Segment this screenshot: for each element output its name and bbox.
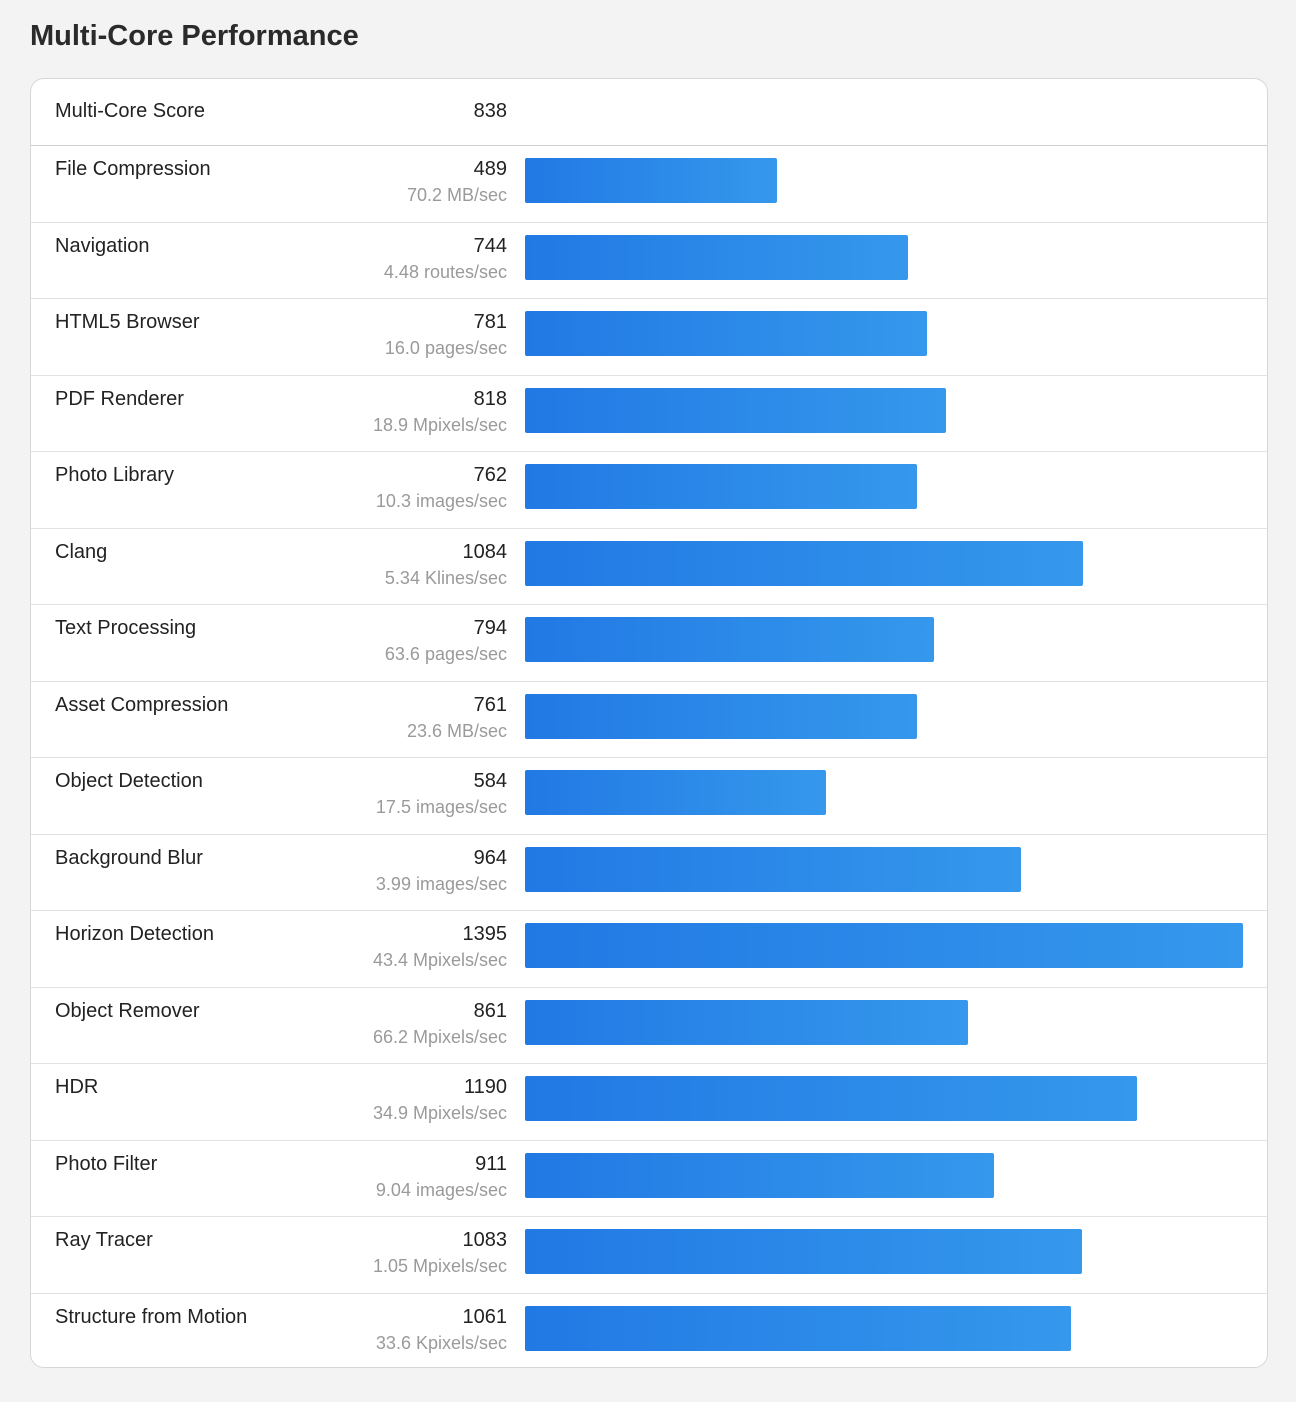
page-title: Multi-Core Performance: [30, 20, 359, 52]
benchmark-score: 794: [473, 617, 507, 639]
benchmark-score: 781: [473, 311, 507, 333]
score-bar: [525, 541, 1083, 586]
benchmark-name: Ray Tracer: [55, 1229, 153, 1251]
benchmark-name: File Compression: [55, 158, 211, 180]
benchmark-name: Text Processing: [55, 617, 197, 639]
benchmark-rate: 3.99 images/sec: [375, 874, 507, 894]
score-bar: [525, 388, 946, 433]
table-row: Photo Library 762 10.3 images/sec: [31, 452, 1267, 529]
benchmark-score: 964: [473, 847, 507, 869]
benchmark-rate: 10.3 images/sec: [375, 491, 507, 511]
score-bar: [525, 1229, 1082, 1274]
benchmark-score: 584: [473, 770, 507, 792]
benchmark-rate: 9.04 images/sec: [375, 1180, 507, 1200]
benchmark-score: 1190: [463, 1076, 507, 1098]
benchmark-name: HDR: [55, 1076, 99, 1098]
results-card: Multi-Core Score 838 File Compression 489…: [30, 78, 1268, 1368]
table-row: Object Remover 861 66.2 Mpixels/sec: [31, 988, 1267, 1064]
benchmark-score: 818: [473, 388, 507, 410]
summary-label: Multi-Core Score: [55, 100, 206, 122]
score-bar: [525, 158, 777, 203]
score-bar: [525, 617, 934, 662]
benchmark-score: 1395: [462, 923, 508, 945]
score-bar: [525, 847, 1021, 892]
summary-row: Multi-Core Score 838: [31, 79, 1267, 146]
benchmark-score: 761: [473, 694, 507, 716]
score-bar: [525, 311, 927, 356]
benchmark-name: Object Detection: [55, 770, 203, 792]
benchmark-name: Photo Library: [55, 464, 174, 486]
benchmark-name: Clang: [55, 541, 108, 563]
benchmark-score: 489: [473, 158, 507, 180]
benchmark-score: 744: [473, 235, 507, 257]
benchmark-name: Background Blur: [55, 847, 203, 869]
score-bar: [525, 235, 908, 280]
benchmark-name: Structure from Motion: [55, 1306, 248, 1328]
table-row: Clang 1084 5.34 Klines/sec: [31, 529, 1267, 605]
benchmark-name: Photo Filter: [55, 1153, 158, 1175]
benchmark-rate: 5.34 Klines/sec: [384, 568, 507, 588]
score-bar: [525, 1076, 1137, 1121]
score-bar: [525, 464, 917, 509]
table-row: Asset Compression 761 23.6 MB/sec: [31, 682, 1267, 758]
table-row: Horizon Detection 1395 43.4 Mpixels/sec: [31, 911, 1267, 988]
table-row: Background Blur 964 3.99 images/sec: [31, 835, 1267, 911]
benchmark-name: Object Remover: [55, 1000, 200, 1022]
benchmark-rate: 17.5 images/sec: [375, 797, 507, 817]
table-row: Navigation 744 4.48 routes/sec: [31, 223, 1267, 299]
table-row: Photo Filter 911 9.04 images/sec: [31, 1141, 1267, 1217]
benchmark-rate: 43.4 Mpixels/sec: [372, 950, 507, 970]
score-bar: [525, 770, 826, 815]
benchmark-rate: 23.6 MB/sec: [406, 721, 507, 741]
table-row: HDR 1190 34.9 Mpixels/sec: [31, 1064, 1267, 1141]
score-bar: [525, 923, 1243, 968]
benchmark-rate: 18.9 Mpixels/sec: [372, 415, 507, 435]
benchmark-rate: 70.2 MB/sec: [406, 185, 507, 205]
benchmark-score: 1083: [462, 1229, 508, 1251]
benchmark-rate: 66.2 Mpixels/sec: [372, 1027, 507, 1047]
benchmark-score: 1084: [462, 541, 508, 563]
score-bar: [525, 1306, 1071, 1351]
score-bar: [525, 1153, 994, 1198]
table-row: HTML5 Browser 781 16.0 pages/sec: [31, 299, 1267, 376]
table-row: PDF Renderer 818 18.9 Mpixels/sec: [31, 376, 1267, 452]
benchmark-rate: 4.48 routes/sec: [383, 262, 507, 282]
table-row: Structure from Motion 1061 33.6 Kpixels/se…: [31, 1294, 1267, 1367]
benchmark-score: 762: [473, 464, 507, 486]
benchmark-name: Navigation: [55, 235, 150, 257]
benchmark-name: Horizon Detection: [55, 923, 214, 945]
benchmark-rate: 63.6 pages/sec: [384, 644, 507, 664]
summary-score: 838: [473, 100, 507, 122]
table-row: Ray Tracer 1083 1.05 Mpixels/sec: [31, 1217, 1267, 1294]
benchmark-score: 911: [475, 1153, 507, 1175]
benchmark-rate: 34.9 Mpixels/sec: [372, 1103, 507, 1123]
score-bar: [525, 1000, 968, 1045]
benchmark-name: Asset Compression: [55, 694, 229, 716]
score-bar: [525, 694, 917, 739]
benchmark-rate: 1.05 Mpixels/sec: [372, 1256, 507, 1276]
benchmark-rate: 33.6 Kpixels/sec: [375, 1333, 507, 1353]
benchmark-name: HTML5 Browser: [55, 311, 200, 333]
benchmark-rate: 16.0 pages/sec: [384, 338, 507, 358]
benchmark-name: PDF Renderer: [55, 388, 184, 410]
benchmark-score: 1061: [462, 1306, 508, 1328]
table-row: File Compression 489 70.2 MB/sec: [31, 146, 1267, 223]
table-row: Text Processing 794 63.6 pages/sec: [31, 605, 1267, 682]
benchmark-score: 861: [473, 1000, 507, 1022]
table-row: Object Detection 584 17.5 images/sec: [31, 758, 1267, 835]
